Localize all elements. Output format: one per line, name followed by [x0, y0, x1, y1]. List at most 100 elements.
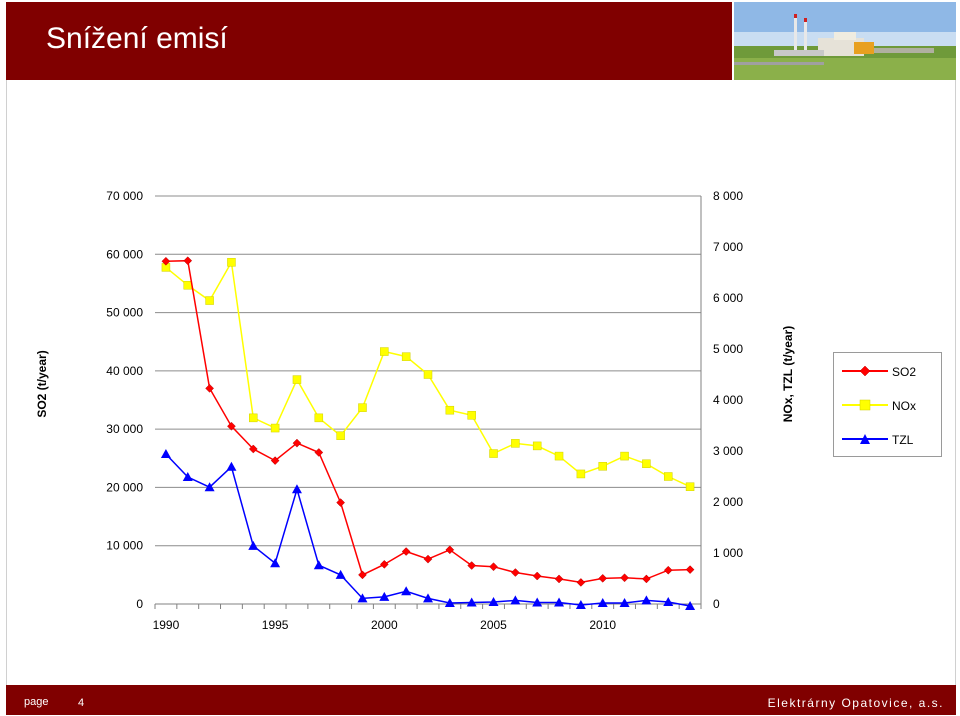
point-tzl — [313, 560, 324, 570]
point-so2 — [576, 578, 586, 587]
right-axis-label: NOx, TZL (t/year) — [781, 326, 795, 422]
right-tick-label: 2 000 — [713, 495, 743, 509]
chart-legend: SO2 NOx TZL — [833, 352, 942, 457]
axes — [154, 196, 702, 609]
point-so2 — [489, 562, 498, 572]
plot-background — [155, 196, 701, 604]
point-so2 — [161, 256, 171, 266]
point-so2 — [292, 438, 302, 448]
left-tick-label: 10 000 — [106, 539, 143, 553]
point-tzl — [444, 597, 455, 607]
footer-page-label: page — [24, 696, 49, 708]
point-so2 — [685, 565, 695, 574]
point-tzl — [226, 461, 237, 471]
series-layer — [160, 256, 696, 611]
point-tzl — [466, 597, 477, 607]
legend-item-tzl: TZL — [834, 429, 943, 449]
point-tzl — [423, 593, 433, 603]
point-nox — [663, 472, 673, 481]
point-so2 — [620, 573, 629, 583]
right-tick-label: 0 — [713, 597, 720, 611]
point-nox — [227, 258, 236, 267]
left-tick-label: 70 000 — [106, 189, 143, 203]
point-nox — [401, 352, 411, 361]
point-tzl — [335, 569, 346, 579]
plot-area — [155, 196, 701, 604]
footer-company-name: Elektrárny Opatovice, a.s. — [767, 696, 944, 710]
point-tzl — [510, 595, 521, 605]
point-nox — [532, 441, 542, 451]
point-nox — [598, 462, 607, 471]
footer-page-number: 4 — [78, 697, 85, 709]
point-so2 — [205, 383, 214, 393]
point-tzl — [597, 597, 608, 607]
point-so2 — [467, 561, 477, 570]
legend-nox-marker — [842, 399, 888, 411]
point-tzl — [204, 482, 215, 492]
point-tzl — [554, 597, 565, 607]
legend-item-nox: NOx — [834, 395, 943, 415]
left-tick-label: 30 000 — [106, 422, 143, 436]
point-tzl — [182, 472, 193, 482]
page-title: Snížení emisí — [46, 22, 228, 55]
point-nox — [685, 482, 695, 491]
slide-header: Snížení emisí — [6, 2, 732, 80]
point-nox — [576, 469, 586, 479]
point-tzl — [248, 540, 259, 550]
point-tzl — [575, 600, 586, 610]
point-so2 — [314, 448, 324, 457]
x-tick-label: 2005 — [480, 618, 507, 632]
point-tzl — [379, 591, 390, 601]
point-so2 — [270, 456, 280, 465]
point-tzl — [291, 484, 302, 494]
point-nox — [511, 439, 520, 448]
right-axis-tick-labels: 0 1 000 2 000 3 000 4 000 5 000 6 000 7 000 8 00… — [713, 189, 743, 611]
point-tzl — [663, 596, 674, 606]
point-tzl — [685, 601, 696, 611]
series-nox — [161, 258, 695, 491]
point-nox — [205, 296, 214, 305]
point-tzl — [532, 597, 543, 607]
legend-tzl-marker — [842, 434, 888, 444]
legend-item-so2: SO2 — [834, 361, 943, 381]
point-tzl — [641, 595, 652, 605]
legend-label-nox: NOx — [892, 399, 916, 413]
left-tick-label: 0 — [136, 597, 143, 611]
point-nox — [489, 449, 498, 458]
point-so2 — [227, 421, 236, 431]
point-nox — [423, 370, 433, 379]
point-tzl — [160, 449, 171, 459]
right-tick-label: 6 000 — [713, 291, 743, 305]
x-tick-label: 1995 — [262, 618, 289, 632]
right-tick-label: 5 000 — [713, 342, 743, 356]
slide-footer: page 4 Elektrárny Opatovice, a.s. — [6, 685, 956, 715]
left-tick-label: 60 000 — [106, 247, 143, 261]
point-nox — [467, 411, 476, 420]
right-tick-label: 8 000 — [713, 189, 743, 203]
point-so2 — [379, 560, 389, 569]
point-nox — [270, 423, 280, 433]
point-nox — [292, 375, 302, 384]
x-tick-label: 1990 — [153, 618, 180, 632]
point-nox — [183, 281, 193, 290]
point-so2 — [532, 571, 542, 581]
left-tick-label: 40 000 — [106, 364, 143, 378]
point-so2 — [663, 565, 673, 575]
right-tick-label: 1 000 — [713, 546, 743, 560]
right-tick-label: 3 000 — [713, 444, 743, 458]
point-nox — [336, 431, 345, 440]
point-so2 — [511, 568, 520, 577]
series-so2 — [161, 256, 695, 587]
point-nox — [358, 403, 367, 412]
point-so2 — [423, 554, 433, 564]
power-plant-photo — [734, 2, 956, 80]
point-nox — [380, 347, 389, 356]
point-so2 — [445, 545, 455, 555]
point-so2 — [336, 498, 345, 507]
left-axis-tick-labels: 0 10 000 20 000 30 000 40 000 50 000 60 000 70 … — [106, 189, 143, 611]
point-nox — [445, 405, 455, 415]
point-nox — [314, 413, 324, 423]
point-so2 — [183, 256, 193, 266]
point-nox — [620, 451, 629, 461]
